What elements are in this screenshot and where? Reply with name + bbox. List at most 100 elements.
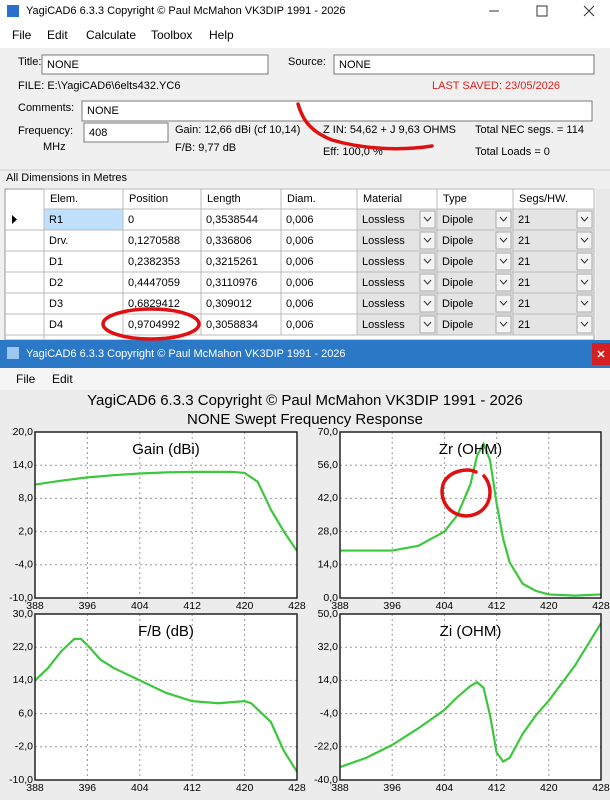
eff: Eff: 100,0 % (323, 146, 383, 158)
chevron (580, 237, 589, 243)
menu-item[interactable]: File (16, 372, 36, 386)
menu-item[interactable]: File (12, 28, 32, 42)
menu-item[interactable]: Toolbox (151, 28, 192, 42)
x-tick-label: 396 (79, 600, 97, 612)
input-text: NONE (87, 105, 119, 117)
source-input[interactable] (333, 54, 595, 75)
cell-text: D3 (49, 298, 63, 310)
y-tick-label: -2,0 (15, 741, 33, 753)
chevron (423, 321, 432, 327)
cell-text: 21 (518, 214, 530, 226)
y-tick-label: -22,0 (314, 741, 338, 753)
y-tick-label: 14,0 (318, 559, 339, 571)
chevron (423, 237, 432, 243)
chevron (423, 216, 432, 222)
cell-text: R1 (49, 214, 63, 226)
cell-text: Lossless (362, 298, 405, 310)
header-text: Type (443, 193, 467, 205)
file-path: FILE: E:\YagiCAD6\6elts432.YC6 (18, 80, 180, 92)
y-tick-label: 70,0 (318, 426, 339, 438)
menu-bar (0, 22, 610, 48)
chevron (423, 300, 432, 306)
dropdown-button[interactable] (419, 231, 436, 250)
cell-text: 0 (128, 214, 134, 226)
cell-text: 21 (518, 319, 530, 331)
frequency-input[interactable] (83, 122, 169, 143)
cell-text: 0,309012 (206, 298, 252, 310)
menu-item[interactable]: Help (209, 28, 234, 42)
annotation-circle (101, 307, 201, 341)
cell-text: D4 (49, 319, 63, 331)
dropdown-button[interactable] (576, 231, 593, 250)
table-caption: All Dimensions in Metres (6, 172, 128, 184)
curve (34, 470, 298, 552)
dropdown-button[interactable] (495, 252, 512, 271)
menu-item[interactable]: Edit (52, 372, 73, 386)
dropdown-button[interactable] (419, 315, 436, 334)
x-tick-label: 412 (183, 782, 201, 794)
x-tick-label: 404 (436, 782, 454, 794)
dropdown-button[interactable] (419, 210, 436, 229)
dropdown[interactable] (512, 313, 595, 336)
chevron (499, 258, 508, 264)
dropdown-button[interactable] (419, 252, 436, 271)
y-tick-label: -4,0 (15, 559, 33, 571)
x-tick-label: 396 (79, 782, 97, 794)
x-tick-label: 396 (383, 600, 401, 612)
header-text: Diam. (287, 193, 316, 205)
cell-text: 0,336806 (206, 235, 252, 247)
input-text: 408 (89, 127, 107, 139)
y-tick-label: -40,0 (314, 774, 338, 786)
y-tick-label: -4,0 (320, 707, 338, 719)
dropdown-button[interactable] (576, 273, 593, 292)
app-icon (7, 5, 19, 17)
dropdown-button[interactable] (576, 252, 593, 271)
dropdown-button[interactable] (495, 315, 512, 334)
x-tick-label: 420 (236, 600, 254, 612)
plot-area (35, 614, 297, 780)
menu-item[interactable]: Edit (47, 28, 68, 42)
cell-text: 0,3110976 (206, 277, 257, 289)
plot-heading: YagiCAD6 6.3.3 Copyright © Paul McMahon … (87, 392, 523, 409)
x-tick-label: 420 (540, 600, 558, 612)
dropdown-button[interactable] (576, 210, 593, 229)
plot-subheading: NONE Swept Frequency Response (187, 411, 423, 428)
header-text: Segs/HW. (519, 193, 568, 205)
dropdown-button[interactable] (495, 231, 512, 250)
curve (34, 637, 298, 773)
dropdown-button[interactable] (576, 315, 593, 334)
dropdown-button[interactable] (495, 273, 512, 292)
table: Elem. Position Length Diam. Material Type Segs… (5, 188, 595, 340)
cell-text: D1 (49, 256, 63, 268)
header-text: Length (207, 193, 241, 205)
cell-text: 21 (518, 256, 530, 268)
comments-input[interactable] (81, 100, 593, 122)
x-tick-label: 428 (592, 782, 610, 794)
window-title: YagiCAD6 6.3.3 Copyright © Paul McMahon … (26, 5, 346, 17)
close-icon (597, 350, 605, 358)
title-input[interactable] (41, 54, 269, 75)
chart-title: Gain (dBi) (132, 441, 200, 458)
chevron (423, 258, 432, 264)
cell-text: 0,3538544 (206, 214, 258, 226)
dropdown-button[interactable] (576, 294, 593, 313)
cell-text: Dipole (442, 319, 473, 331)
dropdown-button[interactable] (419, 273, 436, 292)
label: Frequency: (18, 125, 73, 137)
cell-text: 0,6829412 (128, 298, 180, 310)
header-text: Elem. (50, 193, 78, 205)
close-button[interactable] (583, 5, 595, 17)
segs: Total NEC segs. = 114 (475, 124, 584, 136)
loads: Total Loads = 0 (475, 146, 550, 158)
cell-text: Drv. (49, 235, 68, 247)
y-tick-label: 56,0 (318, 459, 339, 471)
menu-item[interactable]: Calculate (86, 28, 136, 42)
x-tick-label: 388 (331, 600, 349, 612)
dropdown-button[interactable] (419, 294, 436, 313)
dropdown-button[interactable] (495, 294, 512, 313)
label: Title: (18, 56, 41, 68)
dropdown-button[interactable] (495, 210, 512, 229)
maximize-button[interactable] (536, 5, 548, 17)
